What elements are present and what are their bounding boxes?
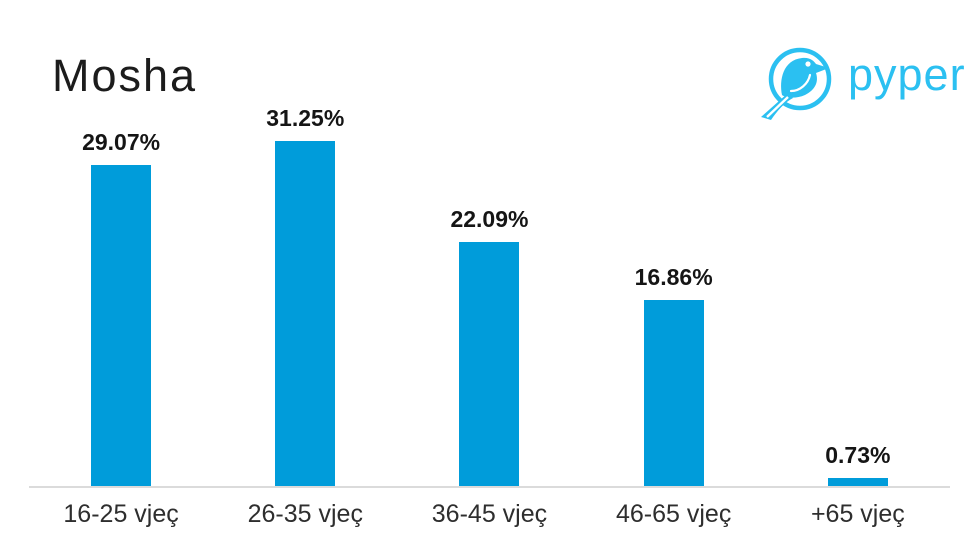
bar-slot: 16.86%	[582, 0, 766, 486]
category-label: +65 vjeç	[810, 500, 905, 528]
bar-value-label: 22.09%	[450, 206, 529, 232]
bar	[643, 300, 704, 486]
bar	[459, 242, 520, 486]
bar-slot: 0.73%	[766, 0, 950, 486]
bar-slot: 31.25%	[213, 0, 397, 486]
x-axis-line	[29, 486, 950, 488]
bird-in-circle-icon	[761, 47, 832, 120]
pyper-logo: pyper	[758, 38, 966, 122]
bar-slot: 22.09%	[397, 0, 581, 486]
bar-chart-plot-area: 29.07% 31.25% 22.09% 16.86% 0.73%	[29, 0, 950, 486]
chart-title: Mosha	[52, 50, 198, 101]
category-label: 36-45 vjeç	[431, 500, 548, 528]
logo-wordmark: pyper	[848, 49, 966, 100]
category-label: 16-25 vjeç	[63, 500, 179, 528]
category-label: 46-65 vjeç	[615, 500, 732, 528]
bar	[91, 165, 152, 486]
x-axis-category-labels: 16-25 vjeç 26-35 vjeç 36-45 vjeç 46-65 vjeç…	[29, 500, 950, 529]
bar-slot: 29.07%	[29, 0, 213, 486]
category-label: 26-35 vjeç	[247, 500, 363, 528]
bar-value-label: 0.73%	[825, 442, 891, 468]
bar-value-label: 29.07%	[82, 129, 161, 155]
bar-value-label: 31.25%	[266, 105, 345, 131]
bar	[827, 478, 888, 486]
bar	[275, 141, 336, 486]
bar-value-label: 16.86%	[634, 264, 713, 290]
